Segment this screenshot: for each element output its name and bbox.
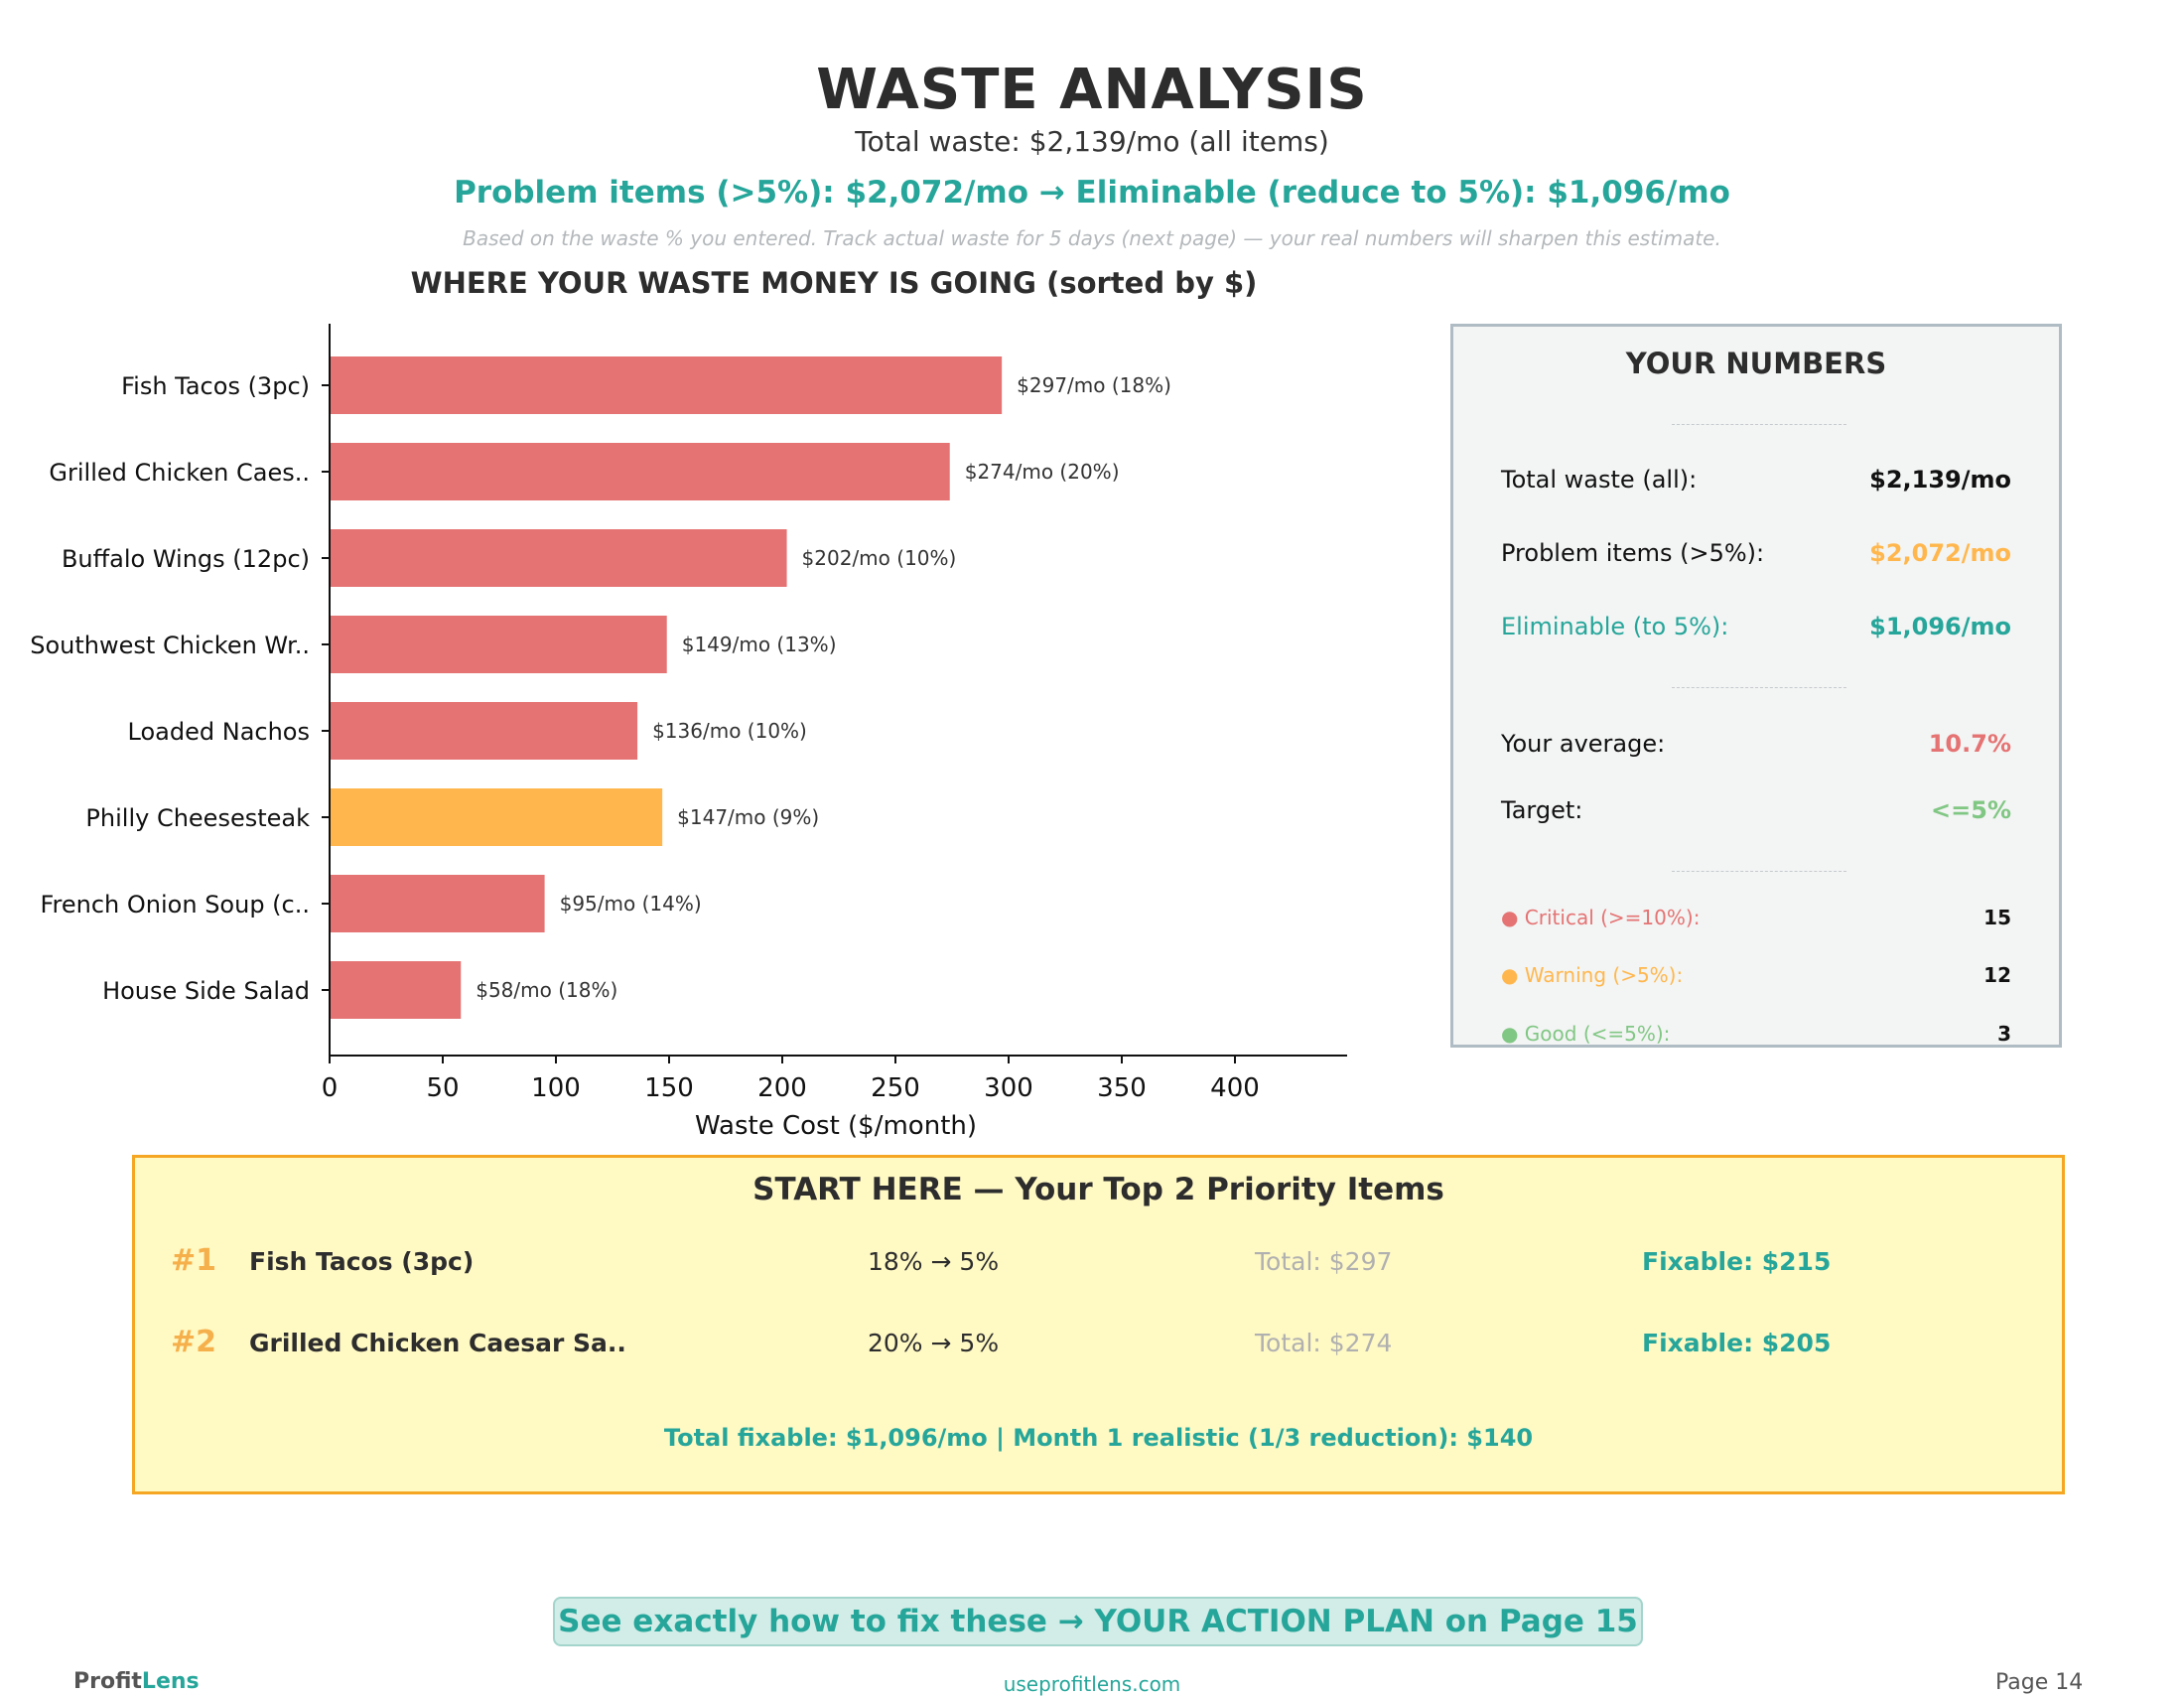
bar — [330, 356, 1003, 414]
x-tick-label: 150 — [644, 1073, 694, 1103]
bar — [330, 443, 950, 500]
total-waste-label: Total waste (all): — [1501, 466, 1698, 494]
priority-rank: #2 — [171, 1325, 217, 1359]
summary-headline: Problem items (>5%): $2,072/mo → Elimina… — [454, 175, 1730, 211]
bar-value-label: $147/mo (9%) — [677, 805, 819, 829]
x-tick-label: 250 — [871, 1073, 920, 1103]
bar — [330, 529, 787, 587]
average-row: Your average: 10.7% — [1501, 730, 2011, 758]
your-numbers-panel: YOUR NUMBERS Total waste (all): $2,139/m… — [1450, 324, 2062, 1048]
priority-title: START HERE — Your Top 2 Priority Items — [752, 1172, 1444, 1207]
eliminable-value: $1,096/mo — [1869, 613, 2011, 640]
estimate-note: Based on the waste % you entered. Track … — [463, 226, 1721, 250]
x-tick-label: 0 — [322, 1073, 339, 1103]
priority-row: #1 Fish Tacos (3pc) 18% → 5% Total: $297… — [135, 1243, 2062, 1287]
average-label: Your average: — [1501, 730, 1666, 758]
bar — [330, 875, 545, 932]
bar-value-label: $58/mo (18%) — [476, 978, 617, 1002]
priority-fixable: Fixable: $215 — [1642, 1247, 1832, 1276]
priority-item-name: Fish Tacos (3pc) — [249, 1247, 475, 1276]
priority-fixable: Fixable: $205 — [1642, 1329, 1832, 1357]
priority-rank: #1 — [171, 1243, 217, 1278]
warning-row: ● Warning (>5%): 12 — [1501, 963, 2011, 987]
target-row: Target: <=5% — [1501, 796, 2011, 824]
category-label: French Onion Soup (c.. — [40, 891, 310, 919]
category-label: Southwest Chicken Wr.. — [30, 632, 310, 659]
critical-count: 15 — [1983, 906, 2011, 929]
eliminable-row: Eliminable (to 5%): $1,096/mo — [1501, 613, 2011, 640]
footer-url[interactable]: useprofitlens.com — [1003, 1672, 1181, 1696]
bar — [330, 961, 462, 1019]
total-waste-value: $2,139/mo — [1869, 466, 2011, 494]
problem-items-label: Problem items (>5%): — [1501, 539, 1765, 567]
critical-row: ● Critical (>=10%): 15 — [1501, 906, 2011, 929]
action-plan-link[interactable]: See exactly how to fix these → YOUR ACTI… — [553, 1597, 1643, 1646]
good-label: ● Good (<=5%): — [1501, 1022, 1671, 1046]
total-waste-row: Total waste (all): $2,139/mo — [1501, 466, 2011, 494]
category-label: Loaded Nachos — [128, 718, 310, 746]
category-label: Fish Tacos (3pc) — [121, 372, 310, 400]
page-number: Page 14 — [1995, 1670, 2084, 1695]
bar — [330, 788, 663, 846]
category-label: Grilled Chicken Caes.. — [49, 459, 310, 487]
x-tick-label: 400 — [1210, 1073, 1260, 1103]
category-label: Philly Cheesesteak — [85, 804, 310, 832]
bar-value-label: $149/mo (13%) — [682, 633, 837, 656]
warning-count: 12 — [1983, 963, 2011, 987]
waste-bar-chart: $297/mo (18%) Fish Tacos (3pc) $274/mo (20… — [30, 324, 1347, 1141]
problem-items-value: $2,072/mo — [1869, 539, 2011, 567]
priority-waste-change: 18% → 5% — [868, 1247, 1000, 1276]
divider — [1672, 687, 1846, 688]
average-value: 10.7% — [1928, 730, 2011, 758]
page-subtitle: Total waste: $2,139/mo (all items) — [855, 125, 1329, 158]
bar-value-label: $136/mo (10%) — [652, 719, 807, 743]
good-count: 3 — [1997, 1022, 2011, 1046]
target-label: Target: — [1501, 796, 1583, 824]
critical-label: ● Critical (>=10%): — [1501, 906, 1701, 929]
problem-items-row: Problem items (>5%): $2,072/mo — [1501, 539, 2011, 567]
bar-value-label: $297/mo (18%) — [1017, 373, 1171, 397]
divider — [1672, 871, 1846, 872]
target-value: <=5% — [1931, 796, 2011, 824]
page-title: WASTE ANALYSIS — [816, 58, 1368, 122]
x-tick-label: 200 — [757, 1073, 807, 1103]
bar-value-label: $274/mo (20%) — [965, 460, 1120, 484]
priority-total: Total: $274 — [1255, 1329, 1393, 1357]
priority-total: Total: $297 — [1255, 1247, 1393, 1276]
bar — [330, 702, 638, 760]
x-tick-label: 100 — [531, 1073, 581, 1103]
x-tick-label: 300 — [984, 1073, 1033, 1103]
good-row: ● Good (<=5%): 3 — [1501, 1022, 2011, 1046]
priority-row: #2 Grilled Chicken Caesar Sa.. 20% → 5% … — [135, 1325, 2062, 1368]
x-tick-label: 350 — [1097, 1073, 1147, 1103]
bar-value-label: $202/mo (10%) — [802, 546, 957, 570]
category-label: Buffalo Wings (12pc) — [62, 545, 310, 573]
priority-item-name: Grilled Chicken Caesar Sa.. — [249, 1329, 626, 1357]
x-axis-title: Waste Cost ($/month) — [695, 1111, 977, 1141]
numbers-title: YOUR NUMBERS — [1625, 347, 1887, 380]
category-label: House Side Salad — [102, 977, 310, 1005]
priority-summary: Total fixable: $1,096/mo | Month 1 reali… — [663, 1424, 1534, 1452]
bar — [330, 616, 667, 673]
divider — [1672, 424, 1846, 425]
warning-label: ● Warning (>5%): — [1501, 963, 1684, 987]
priority-waste-change: 20% → 5% — [868, 1329, 1000, 1357]
x-tick-label: 50 — [426, 1073, 459, 1103]
priority-items-panel: START HERE — Your Top 2 Priority Items #… — [132, 1155, 2065, 1494]
eliminable-label: Eliminable (to 5%): — [1501, 613, 1729, 640]
bar-value-label: $95/mo (14%) — [560, 892, 702, 916]
chart-title: WHERE YOUR WASTE MONEY IS GOING (sorted … — [410, 266, 1258, 300]
